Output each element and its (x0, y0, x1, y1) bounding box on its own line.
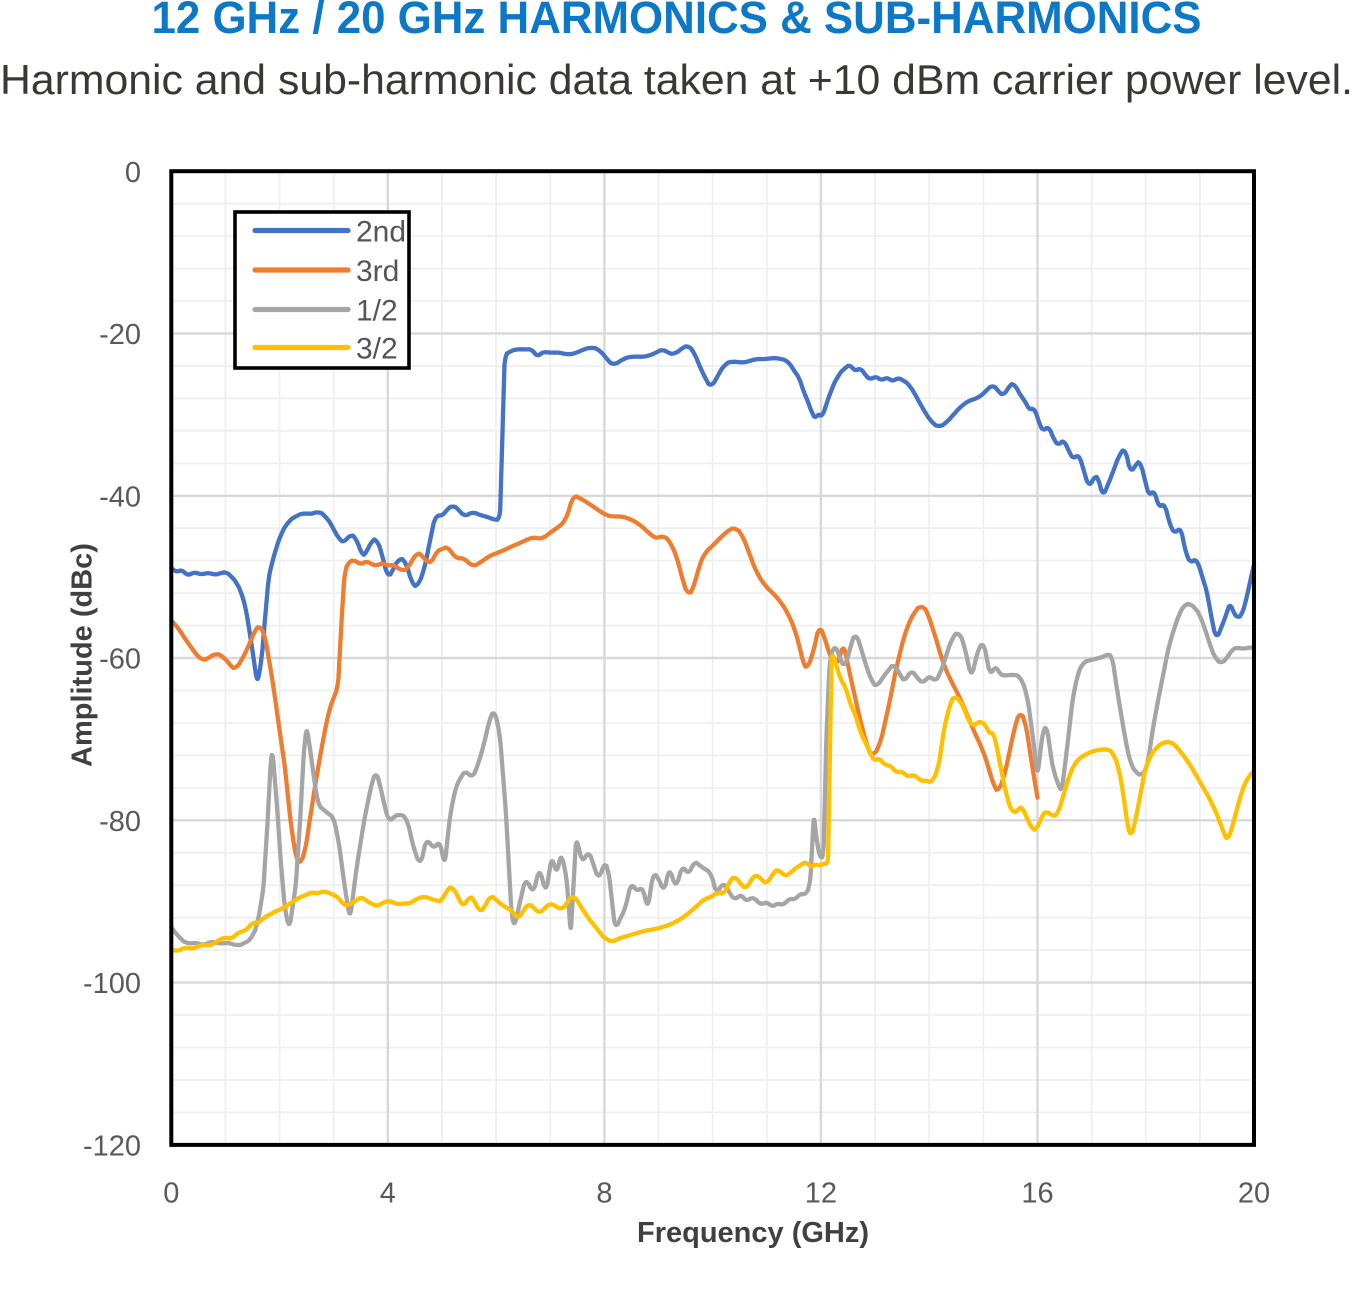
svg-text:-80: -80 (99, 806, 141, 838)
svg-text:0: 0 (163, 1178, 179, 1210)
svg-text:16: 16 (1021, 1178, 1053, 1210)
svg-text:12: 12 (805, 1178, 837, 1210)
svg-text:3/2: 3/2 (356, 332, 398, 365)
svg-text:-120: -120 (83, 1131, 141, 1163)
svg-text:4: 4 (380, 1178, 396, 1210)
svg-text:Amplitude (dBc): Amplitude (dBc) (67, 543, 99, 767)
svg-text:12 GHz / 20 GHz HARMONICS & SU: 12 GHz / 20 GHz HARMONICS & SUB-HARMONIC… (152, 0, 1202, 43)
svg-text:20: 20 (1238, 1178, 1270, 1210)
svg-text:Harmonic and sub-harmonic data: Harmonic and sub-harmonic data taken at … (0, 56, 1353, 103)
svg-text:-100: -100 (83, 968, 141, 1000)
svg-text:2nd: 2nd (356, 215, 406, 248)
svg-text:-40: -40 (99, 481, 141, 513)
svg-text:3rd: 3rd (356, 255, 399, 288)
svg-text:Frequency (GHz): Frequency (GHz) (637, 1217, 869, 1249)
svg-text:-20: -20 (99, 319, 141, 351)
svg-text:1/2: 1/2 (356, 294, 398, 327)
svg-text:8: 8 (596, 1178, 612, 1210)
svg-text:0: 0 (125, 157, 141, 189)
svg-text:-60: -60 (99, 644, 141, 676)
